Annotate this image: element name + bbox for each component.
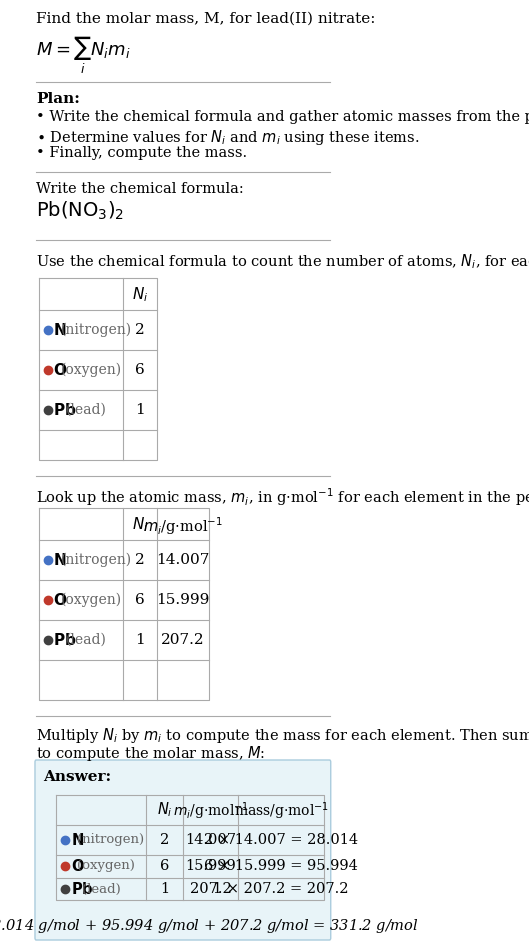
- Text: (lead): (lead): [66, 633, 106, 647]
- Text: $\mathbf{Pb}$: $\mathbf{Pb}$: [53, 402, 77, 418]
- Text: Multiply $N_i$ by $m_i$ to compute the mass for each element. Then sum those val: Multiply $N_i$ by $m_i$ to compute the m…: [36, 726, 529, 745]
- Text: 1: 1: [135, 403, 145, 417]
- Text: $\mathbf{Pb}$: $\mathbf{Pb}$: [53, 632, 77, 648]
- Text: 14.007: 14.007: [157, 553, 210, 567]
- Text: 1: 1: [135, 633, 145, 647]
- Text: 2 × 14.007 = 28.014: 2 × 14.007 = 28.014: [204, 833, 358, 847]
- Text: Answer:: Answer:: [43, 770, 111, 784]
- Text: $\mathbf{O}$: $\mathbf{O}$: [53, 362, 68, 378]
- Text: • Write the chemical formula and gather atomic masses from the periodic table.: • Write the chemical formula and gather …: [36, 110, 529, 124]
- Text: (oxygen): (oxygen): [77, 859, 135, 872]
- Text: $\mathbf{Pb}$: $\mathbf{Pb}$: [71, 881, 93, 897]
- Text: $N_i$: $N_i$: [132, 515, 148, 534]
- FancyBboxPatch shape: [35, 760, 331, 940]
- Text: • Finally, compute the mass.: • Finally, compute the mass.: [36, 146, 247, 160]
- Text: (lead): (lead): [81, 883, 121, 896]
- Text: 2: 2: [135, 553, 145, 567]
- Text: $\mathbf{N}$: $\mathbf{N}$: [53, 552, 67, 568]
- Text: to compute the molar mass, $M$:: to compute the molar mass, $M$:: [36, 744, 266, 763]
- Text: Plan:: Plan:: [36, 92, 80, 106]
- Text: 207.2: 207.2: [190, 882, 231, 896]
- Text: $m_i$/g$\cdot$mol$^{-1}$: $m_i$/g$\cdot$mol$^{-1}$: [143, 515, 223, 537]
- Text: $\mathbf{N}$: $\mathbf{N}$: [53, 322, 67, 338]
- Text: 6 × 15.999 = 95.994: 6 × 15.999 = 95.994: [204, 859, 358, 873]
- Text: (oxygen): (oxygen): [61, 363, 122, 377]
- Text: 15.999: 15.999: [185, 859, 236, 873]
- Text: 6: 6: [135, 363, 145, 377]
- Text: Find the molar mass, M, for lead(II) nitrate:: Find the molar mass, M, for lead(II) nit…: [36, 12, 376, 26]
- Text: $\mathbf{O}$: $\mathbf{O}$: [53, 592, 68, 608]
- Text: 6: 6: [135, 593, 145, 607]
- Text: $\bullet$ Determine values for $N_i$ and $m_i$ using these items.: $\bullet$ Determine values for $N_i$ and…: [36, 128, 419, 147]
- Text: 207.2: 207.2: [161, 633, 205, 647]
- Text: $\mathbf{N}$: $\mathbf{N}$: [71, 832, 84, 848]
- Text: 2: 2: [160, 833, 169, 847]
- Text: Use the chemical formula to count the number of atoms, $N_i$, for each element:: Use the chemical formula to count the nu…: [36, 252, 529, 270]
- Text: mass/g$\cdot$mol$^{-1}$: mass/g$\cdot$mol$^{-1}$: [234, 800, 329, 821]
- Text: 6: 6: [160, 859, 169, 873]
- Text: 15.999: 15.999: [157, 593, 210, 607]
- Text: $m_i$/g$\cdot$mol$^{-1}$: $m_i$/g$\cdot$mol$^{-1}$: [172, 800, 249, 821]
- Text: (nitrogen): (nitrogen): [61, 553, 132, 567]
- Text: (nitrogen): (nitrogen): [61, 323, 132, 337]
- Text: $M$ = 28.014 g/mol + 95.994 g/mol + 207.2 g/mol = 331.2 g/mol: $M$ = 28.014 g/mol + 95.994 g/mol + 207.…: [0, 916, 418, 935]
- Text: (lead): (lead): [66, 403, 106, 417]
- Text: 2: 2: [135, 323, 145, 337]
- Text: $\mathrm{Pb(NO_3)_2}$: $\mathrm{Pb(NO_3)_2}$: [36, 200, 124, 222]
- Text: $N_i$: $N_i$: [157, 800, 172, 819]
- Text: 1: 1: [160, 882, 169, 896]
- Text: Look up the atomic mass, $m_i$, in g$\cdot$mol$^{-1}$ for each element in the pe: Look up the atomic mass, $m_i$, in g$\cd…: [36, 486, 529, 508]
- Text: Write the chemical formula:: Write the chemical formula:: [36, 182, 244, 196]
- Text: (oxygen): (oxygen): [61, 593, 122, 608]
- Text: $N_i$: $N_i$: [132, 285, 148, 303]
- Text: $M = \sum_i N_i m_i$: $M = \sum_i N_i m_i$: [36, 35, 131, 76]
- Text: 1 × 207.2 = 207.2: 1 × 207.2 = 207.2: [213, 882, 349, 896]
- Text: 14.007: 14.007: [185, 833, 236, 847]
- Text: $\mathbf{O}$: $\mathbf{O}$: [71, 858, 85, 874]
- Text: (nitrogen): (nitrogen): [77, 834, 144, 847]
